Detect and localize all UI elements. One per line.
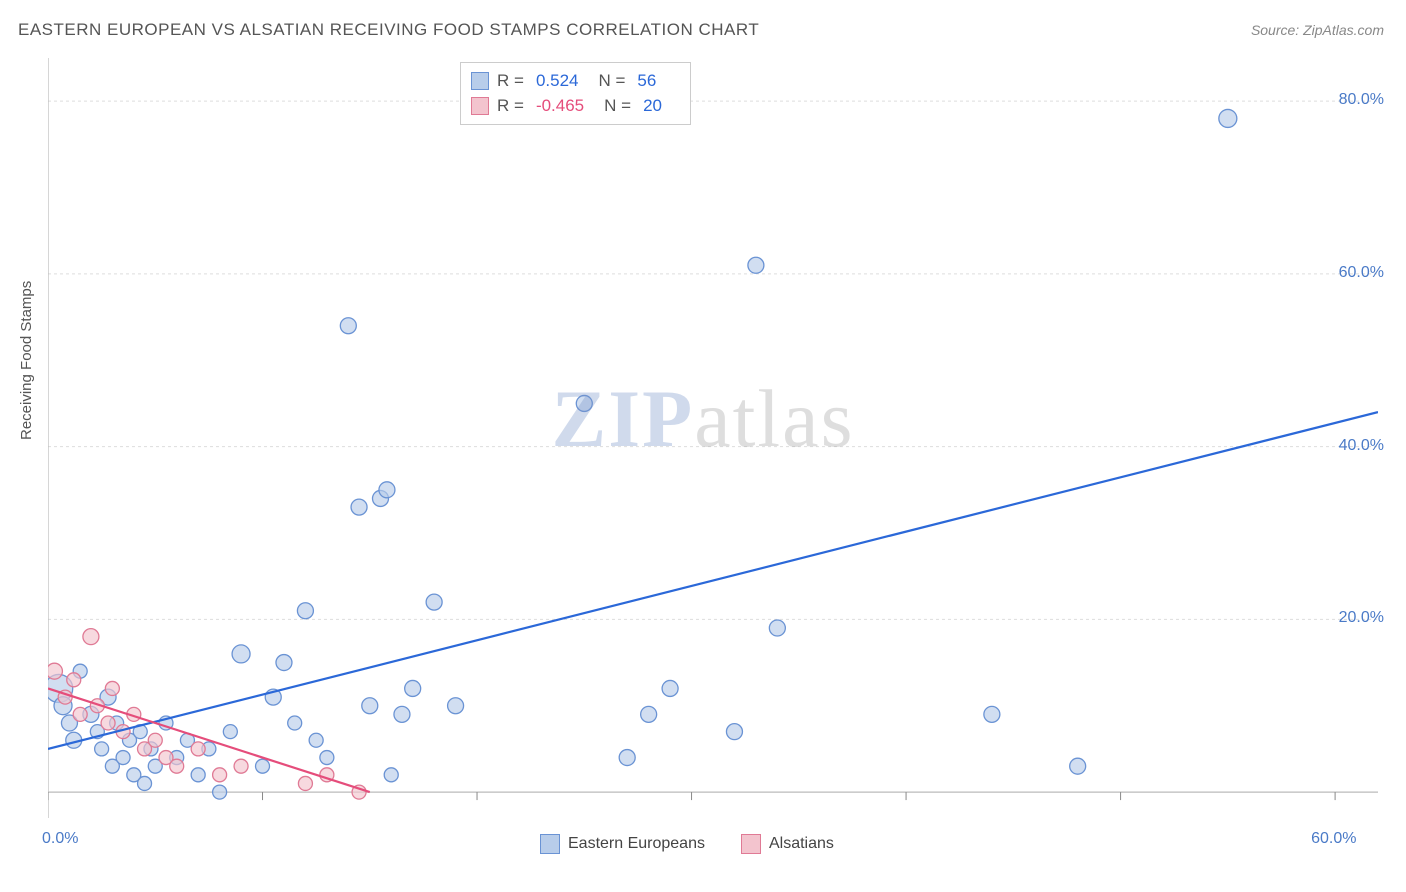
y-tick-label: 80.0% <box>1339 91 1384 109</box>
stats-swatch <box>471 72 489 90</box>
y-tick-label: 60.0% <box>1339 264 1384 282</box>
scatter-plot <box>48 58 1378 818</box>
source-attribution: Source: ZipAtlas.com <box>1251 22 1384 38</box>
plot-svg <box>48 58 1378 818</box>
correlation-stats-box: R =0.524N =56R =-0.465N =20 <box>460 62 691 125</box>
legend-swatch <box>741 834 761 854</box>
stats-n-value: 56 <box>637 69 656 94</box>
chart-title: EASTERN EUROPEAN VS ALSATIAN RECEIVING F… <box>18 20 759 40</box>
stats-n-label: N = <box>598 69 625 94</box>
series-legend: Eastern Europeans Alsatians <box>540 834 834 854</box>
stats-row: R = -0.465 N = 20 <box>471 94 674 119</box>
stats-row: R = 0.524 N = 56 <box>471 69 674 94</box>
stats-n-label: N = <box>604 94 631 119</box>
y-axis-label: Receiving Food Stamps <box>18 281 35 440</box>
stats-swatch <box>471 97 489 115</box>
stats-r-value: -0.465 <box>536 94 584 119</box>
legend-label: Alsatians <box>769 835 834 853</box>
stats-n-value: 20 <box>643 94 662 119</box>
x-tick-label: 60.0% <box>1311 830 1356 848</box>
y-tick-label: 20.0% <box>1339 609 1384 627</box>
stats-r-label: R = <box>497 69 524 94</box>
x-tick-label: 0.0% <box>42 830 78 848</box>
legend-item: Eastern Europeans <box>540 834 705 854</box>
legend-swatch <box>540 834 560 854</box>
legend-item: Alsatians <box>741 834 834 854</box>
y-tick-label: 40.0% <box>1339 437 1384 455</box>
legend-label: Eastern Europeans <box>568 835 705 853</box>
stats-r-label: R = <box>497 94 524 119</box>
stats-r-value: 0.524 <box>536 69 579 94</box>
